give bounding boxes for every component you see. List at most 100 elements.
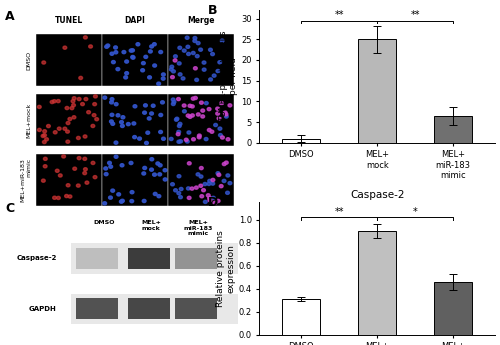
Circle shape: [216, 172, 220, 175]
Circle shape: [110, 120, 114, 123]
Circle shape: [200, 195, 203, 198]
Circle shape: [188, 162, 191, 165]
Circle shape: [188, 115, 192, 118]
Circle shape: [142, 199, 146, 203]
Circle shape: [198, 136, 201, 139]
Bar: [282, 139, 320, 143]
Circle shape: [174, 55, 178, 58]
Circle shape: [212, 74, 216, 77]
Circle shape: [138, 137, 141, 140]
Circle shape: [202, 68, 206, 71]
Bar: [36, 34, 102, 86]
Circle shape: [204, 101, 208, 105]
Circle shape: [84, 168, 87, 171]
Circle shape: [199, 175, 203, 178]
Circle shape: [68, 117, 72, 121]
Circle shape: [192, 97, 195, 100]
Circle shape: [186, 140, 189, 143]
Text: **: **: [334, 207, 344, 217]
Circle shape: [111, 189, 114, 192]
Circle shape: [156, 162, 160, 165]
Bar: [358, 231, 396, 335]
Circle shape: [83, 157, 86, 160]
Circle shape: [176, 98, 180, 101]
Text: MEL+miR-183
mimic: MEL+miR-183 mimic: [20, 158, 31, 201]
Circle shape: [150, 112, 154, 115]
Circle shape: [71, 100, 75, 103]
Circle shape: [44, 165, 47, 168]
Circle shape: [148, 76, 152, 79]
Circle shape: [180, 187, 183, 190]
Bar: [168, 154, 234, 206]
Circle shape: [196, 41, 200, 45]
Circle shape: [58, 174, 62, 177]
Circle shape: [120, 199, 124, 203]
Circle shape: [153, 64, 156, 67]
Circle shape: [114, 141, 118, 144]
Circle shape: [122, 50, 126, 54]
Circle shape: [56, 99, 60, 103]
Circle shape: [194, 186, 198, 189]
Circle shape: [95, 118, 98, 121]
Circle shape: [208, 198, 212, 202]
Circle shape: [132, 136, 136, 139]
Bar: [128, 298, 170, 319]
Circle shape: [94, 95, 98, 98]
Circle shape: [92, 114, 96, 117]
Circle shape: [182, 49, 186, 52]
Circle shape: [208, 48, 212, 51]
Circle shape: [76, 136, 80, 139]
Circle shape: [162, 77, 165, 80]
Circle shape: [63, 127, 66, 130]
Circle shape: [144, 104, 148, 107]
Circle shape: [52, 196, 56, 199]
Circle shape: [217, 117, 221, 120]
Circle shape: [194, 96, 198, 100]
Circle shape: [217, 173, 221, 176]
Bar: [174, 298, 217, 319]
Circle shape: [204, 200, 207, 204]
Circle shape: [202, 61, 206, 64]
Circle shape: [214, 124, 218, 127]
Circle shape: [226, 174, 230, 177]
Circle shape: [62, 155, 66, 158]
Circle shape: [110, 98, 114, 101]
Bar: [36, 94, 102, 146]
Circle shape: [142, 111, 146, 114]
Circle shape: [216, 107, 220, 110]
Circle shape: [130, 49, 134, 52]
Circle shape: [84, 36, 87, 39]
Circle shape: [211, 182, 214, 185]
Circle shape: [42, 140, 46, 144]
Circle shape: [198, 48, 202, 51]
Circle shape: [154, 193, 157, 196]
Circle shape: [85, 181, 89, 184]
Circle shape: [170, 65, 173, 68]
Circle shape: [114, 155, 118, 158]
Circle shape: [65, 107, 69, 110]
Circle shape: [188, 104, 192, 107]
Circle shape: [216, 112, 220, 115]
Circle shape: [170, 183, 174, 186]
Circle shape: [177, 191, 180, 195]
Text: Merge: Merge: [187, 16, 214, 25]
Circle shape: [218, 61, 222, 64]
Circle shape: [170, 137, 173, 140]
Circle shape: [178, 140, 182, 143]
Bar: [76, 298, 118, 319]
Circle shape: [78, 97, 81, 101]
Circle shape: [132, 122, 136, 125]
Circle shape: [174, 118, 178, 121]
Circle shape: [174, 189, 178, 192]
Circle shape: [216, 69, 220, 73]
Circle shape: [178, 122, 182, 126]
Circle shape: [144, 141, 148, 145]
Circle shape: [76, 184, 80, 187]
Circle shape: [178, 62, 181, 65]
Circle shape: [210, 130, 214, 133]
Text: MEL+
mock: MEL+ mock: [141, 220, 161, 230]
Circle shape: [202, 189, 205, 192]
Circle shape: [159, 114, 162, 117]
Circle shape: [104, 172, 108, 176]
Circle shape: [121, 116, 125, 119]
